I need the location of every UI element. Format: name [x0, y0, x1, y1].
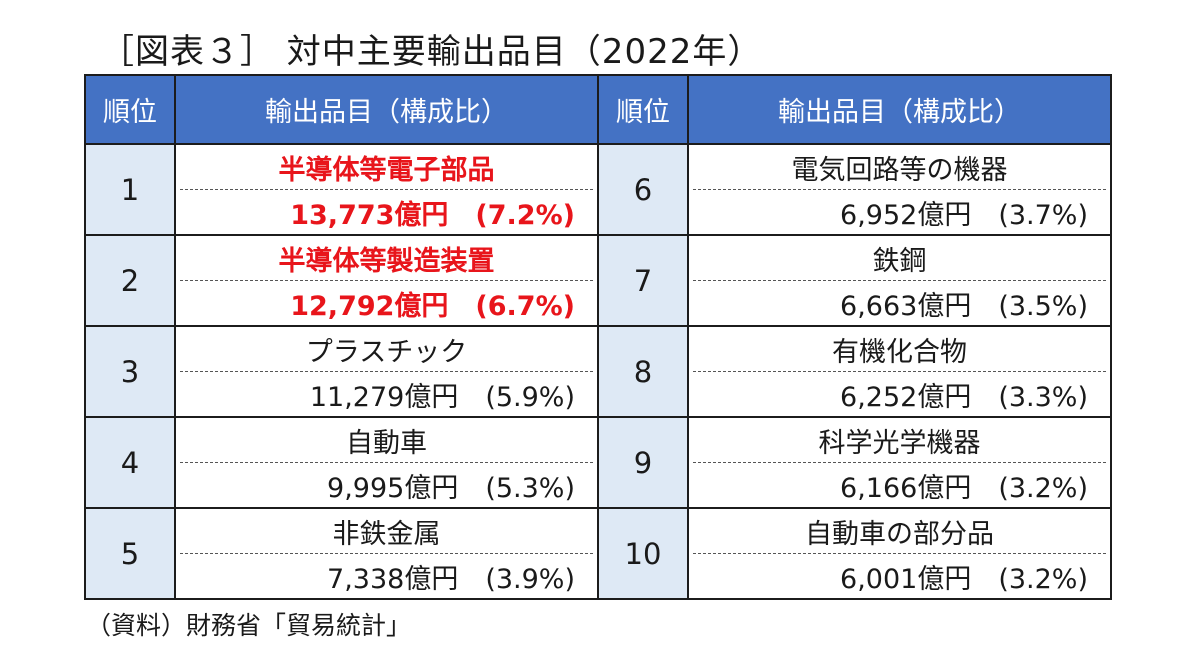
- item-cell: プラスチック 11,279億円 (5.9%): [174, 325, 599, 418]
- item-value: 6,166億円 (3.2%): [840, 472, 1088, 504]
- item-value: 6,663億円 (3.5%): [840, 290, 1088, 322]
- item-name: 電気回路等の機器: [693, 145, 1106, 190]
- item-name: プラスチック: [180, 327, 593, 372]
- item-name: 半導体等電子部品: [180, 145, 593, 190]
- item-name: 自動車の部分品: [693, 509, 1106, 554]
- rank-cell: 7: [597, 234, 689, 327]
- table-row: 4 自動車 9,995億円 (5.3%) 9 科学光学機器 6,166億円 (3…: [84, 416, 1112, 509]
- export-table: 順位 輸出品目（構成比） 順位 輸出品目（構成比） 1 半導体等電子部品 13,…: [84, 74, 1112, 600]
- item-value: 11,279億円 (5.9%): [309, 381, 575, 413]
- table-row: 1 半導体等電子部品 13,773億円 (7.2%) 6 電気回路等の機器 6,…: [84, 143, 1112, 236]
- rank-cell: 8: [597, 325, 689, 418]
- item-name: 非鉄金属: [180, 509, 593, 554]
- rank-header-left: 順位: [84, 74, 176, 145]
- source-note: （資料）財務省「貿易統計」: [86, 611, 412, 640]
- item-cell: 鉄鋼 6,663億円 (3.5%): [687, 234, 1112, 327]
- item-cell: 非鉄金属 7,338億円 (3.9%): [174, 507, 599, 600]
- table-row: 3 プラスチック 11,279億円 (5.9%) 8 有機化合物 6,252億円…: [84, 325, 1112, 418]
- rank-cell: 5: [84, 507, 176, 600]
- rank-cell: 6: [597, 143, 689, 236]
- rank-cell: 1: [84, 143, 176, 236]
- item-cell: 科学光学機器 6,166億円 (3.2%): [687, 416, 1112, 509]
- item-value: 12,792億円 (6.7%): [290, 290, 575, 322]
- item-name: 自動車: [180, 418, 593, 463]
- item-value: 13,773億円 (7.2%): [290, 199, 575, 231]
- header-row: 順位 輸出品目（構成比） 順位 輸出品目（構成比）: [84, 74, 1112, 145]
- rank-cell: 9: [597, 416, 689, 509]
- item-value: 6,252億円 (3.3%): [840, 381, 1088, 413]
- item-header-left: 輸出品目（構成比）: [174, 74, 599, 145]
- item-cell: 電気回路等の機器 6,952億円 (3.7%): [687, 143, 1112, 236]
- item-value: 6,952億円 (3.7%): [840, 199, 1088, 231]
- item-name: 科学光学機器: [693, 418, 1106, 463]
- item-name: 半導体等製造装置: [180, 236, 593, 281]
- rank-cell: 2: [84, 234, 176, 327]
- item-name: 有機化合物: [693, 327, 1106, 372]
- page-title: ［図表３］ 対中主要輸出品目（2022年）: [100, 32, 763, 72]
- item-cell: 自動車 9,995億円 (5.3%): [174, 416, 599, 509]
- item-cell: 自動車の部分品 6,001億円 (3.2%): [687, 507, 1112, 600]
- table-row: 5 非鉄金属 7,338億円 (3.9%) 10 自動車の部分品 6,001億円…: [84, 507, 1112, 600]
- item-name: 鉄鋼: [693, 236, 1106, 281]
- item-cell: 半導体等電子部品 13,773億円 (7.2%): [174, 143, 599, 236]
- rank-cell: 4: [84, 416, 176, 509]
- table-row: 2 半導体等製造装置 12,792億円 (6.7%) 7 鉄鋼 6,663億円 …: [84, 234, 1112, 327]
- item-header-right: 輸出品目（構成比）: [687, 74, 1112, 145]
- item-cell: 有機化合物 6,252億円 (3.3%): [687, 325, 1112, 418]
- rank-cell: 10: [597, 507, 689, 600]
- item-value: 9,995億円 (5.3%): [327, 472, 575, 504]
- item-value: 7,338億円 (3.9%): [327, 563, 575, 595]
- item-cell: 半導体等製造装置 12,792億円 (6.7%): [174, 234, 599, 327]
- item-value: 6,001億円 (3.2%): [840, 563, 1088, 595]
- rank-cell: 3: [84, 325, 176, 418]
- rank-header-right: 順位: [597, 74, 689, 145]
